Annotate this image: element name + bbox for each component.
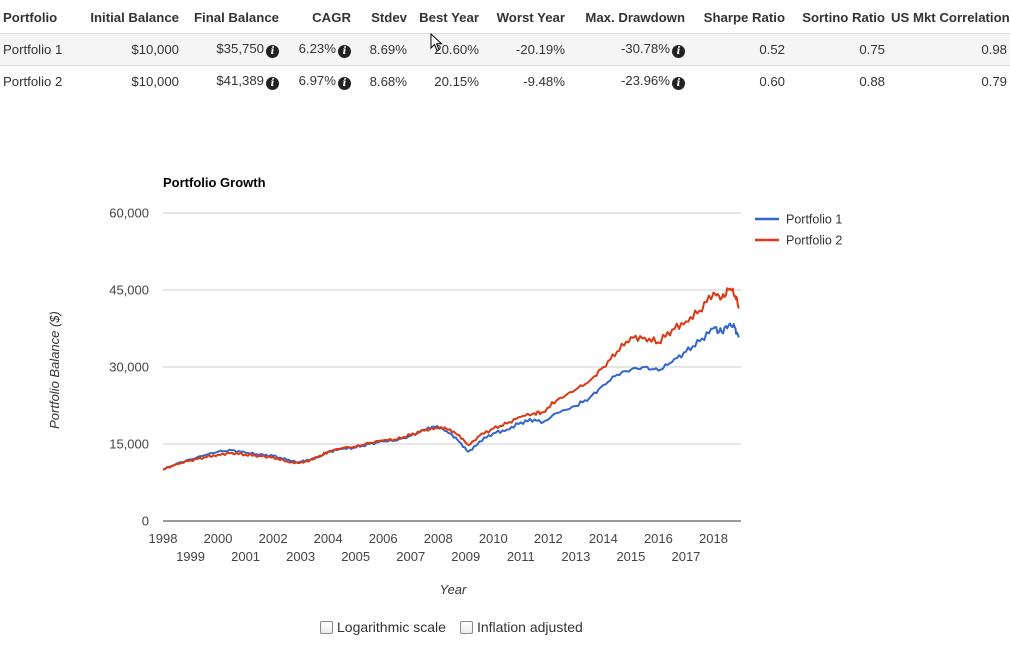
max-drawdown-value: -30.78% (620, 41, 670, 56)
header-final-balance: Final Balance (182, 2, 282, 34)
logarithmic-scale-checkbox[interactable] (320, 620, 333, 634)
cell-sharpe-ratio: 0.52 (688, 33, 788, 66)
x-tick-label: 2005 (341, 549, 370, 564)
inflation-adjusted-checkbox[interactable] (459, 620, 473, 634)
inflation-adjusted-label: Inflation adjusted (476, 619, 583, 635)
cell-sortino-ratio: 0.75 (788, 33, 888, 66)
cell-portfolio: Portfolio 1 (0, 33, 76, 66)
logarithmic-scale-toggle[interactable]: Logarithmic scale (320, 619, 446, 635)
logarithmic-scale-label: Logarithmic scale (337, 619, 446, 635)
x-tick-label: 2003 (286, 549, 315, 564)
header-cagr: CAGR (282, 2, 354, 34)
chart-options: Logarithmic scale Inflation adjusted (320, 619, 583, 635)
header-sharpe-ratio: Sharpe Ratio (688, 2, 788, 34)
table-row: Portfolio 1 $10,000 $35,750 i 6.23% i 8.69… (0, 33, 1010, 66)
cell-initial-balance: $10,000 (131, 74, 179, 89)
x-tick-label: 2013 (561, 549, 590, 564)
y-axis-title: Portfolio Balance ($) (47, 311, 62, 429)
cell-cagr: 6.97% i (282, 66, 354, 98)
header-stdev: Stdev (354, 2, 410, 34)
chart-title: Portfolio Growth (163, 175, 266, 190)
cell-final-balance: $41,389 i (182, 66, 282, 98)
final-balance-value: $41,389 (216, 73, 264, 88)
x-axis-title: Year (440, 582, 467, 597)
header-max-drawdown: Max. Drawdown (568, 2, 688, 34)
info-icon[interactable]: i (338, 45, 351, 58)
y-tick-label: 60,000 (109, 206, 149, 221)
cell-us-mkt-correlation: 0.79 (981, 74, 1007, 89)
table-header-row: Portfolio Initial Balance Final Balance … (0, 2, 1010, 34)
header-portfolio: Portfolio (0, 2, 76, 34)
cell-sharpe-ratio: 0.60 (759, 74, 785, 89)
header-sortino-ratio: Sortino Ratio (788, 2, 888, 34)
cell-cagr: 6.23% i (282, 33, 354, 66)
cell-worst-year: -9.48% (523, 74, 565, 89)
info-icon[interactable]: i (672, 77, 685, 90)
x-tick-label: 2006 (369, 531, 398, 546)
x-tick-label: 2016 (644, 531, 673, 546)
legend-label: Portfolio 2 (786, 234, 842, 248)
info-icon[interactable]: i (338, 77, 351, 90)
y-tick-label: 0 (142, 514, 149, 529)
inflation-adjusted-toggle[interactable]: Inflation adjusted (459, 619, 583, 635)
cell-final-balance: $35,750 i (182, 33, 282, 66)
info-icon[interactable]: i (266, 77, 279, 90)
x-tick-label: 2008 (424, 531, 453, 546)
series-line-portfolio-1 (162, 322, 740, 471)
chart-legend: Portfolio 1 Portfolio 2 (755, 213, 842, 248)
cell-sortino-ratio: 0.88 (859, 74, 885, 89)
header-best-year: Best Year (410, 2, 482, 34)
cagr-value: 6.23% (298, 41, 336, 56)
header-initial-balance: Initial Balance (76, 2, 182, 34)
x-tick-label: 2012 (534, 531, 563, 546)
x-tick-label: 2017 (671, 549, 700, 564)
info-icon[interactable]: i (672, 45, 685, 58)
x-tick-label: 2011 (507, 549, 535, 564)
cell-initial-balance: $10,000 (76, 33, 182, 66)
cell-stdev: 8.68% (369, 74, 407, 89)
x-tick-label: 2000 (204, 531, 233, 546)
portfolio-growth-chart: Portfolio Growth 0 15,000 30,000 45,000 60,0… (47, 175, 842, 597)
x-tick-label: 2002 (259, 531, 288, 546)
y-tick-label: 30,000 (109, 360, 149, 375)
series-line-portfolio-2 (162, 287, 740, 471)
y-tick-label: 15,000 (109, 437, 149, 452)
header-worst-year: Worst Year (482, 2, 568, 34)
table-row: Portfolio 2 $10,000 $41,389 i 6.97% i 8.68… (0, 66, 1010, 98)
gridlines (163, 212, 741, 522)
cell-worst-year: -20.19% (482, 33, 568, 66)
x-tick-label: 2010 (479, 531, 508, 546)
cell-max-drawdown: -30.78% i (568, 33, 688, 66)
cell-stdev: 8.69% (354, 33, 410, 66)
x-tick-label: 2014 (589, 531, 618, 546)
x-tick-label: 2007 (396, 549, 425, 564)
cell-best-year: 20.60% (410, 33, 482, 66)
x-tick-label: 1999 (176, 549, 205, 564)
cell-best-year: 20.15% (434, 74, 479, 89)
x-tick-label: 2004 (314, 531, 343, 546)
x-tick-label: 2018 (699, 531, 728, 546)
x-tick-label: 1998 (149, 531, 178, 546)
cell-portfolio: Portfolio 2 (3, 74, 63, 89)
info-icon[interactable]: i (266, 45, 279, 58)
series-lines (162, 287, 740, 471)
x-tick-label: 2009 (451, 549, 480, 564)
y-tick-label: 45,000 (109, 283, 149, 298)
x-tick-label: 2001 (231, 549, 260, 564)
x-tick-label: 2015 (616, 549, 645, 564)
cell-max-drawdown: -23.96% i (568, 66, 688, 98)
max-drawdown-value: -23.96% (620, 73, 670, 88)
y-axis-ticks: 0 15,000 30,000 45,000 60,000 (109, 206, 149, 529)
header-us-mkt-correlation: US Mkt Correlation (888, 2, 1010, 34)
legend-label: Portfolio 1 (786, 213, 842, 227)
final-balance-value: $35,750 (216, 41, 264, 56)
portfolio-summary-table: Portfolio Initial Balance Final Balance … (0, 2, 1010, 97)
cell-us-mkt-correlation: 0.98 (888, 33, 1010, 66)
cagr-value: 6.97% (298, 73, 336, 88)
x-axis-ticks: 1998 2000 2002 2004 2006 2008 2010 2012 2014 2016… (149, 531, 728, 564)
